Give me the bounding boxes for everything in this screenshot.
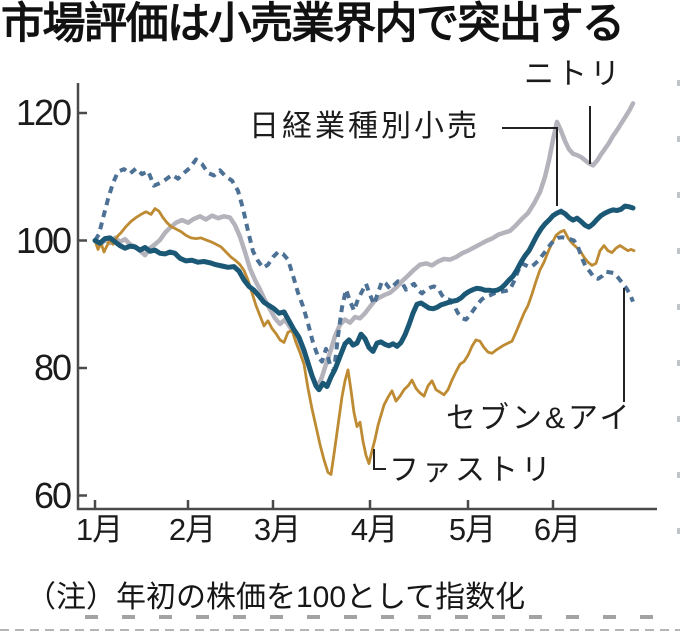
series-label-seven-and-i: セブン&アイ: [446, 402, 633, 435]
x-tick-label: 6月: [533, 512, 581, 547]
series-line: [92, 203, 636, 393]
series-label-nitori: ニトリ: [524, 58, 623, 91]
x-tick-label: 1月: [75, 512, 123, 547]
y-tick-label: 60: [33, 474, 72, 516]
right-dotted-border: [677, 80, 680, 560]
x-tick-label: 2月: [168, 512, 216, 547]
bottom-dashed-border: [0, 629, 680, 631]
footnote: （注）年初の株価を100として指数化: [26, 581, 526, 614]
series-line: [93, 207, 636, 476]
series-line: [92, 101, 636, 389]
annotation-connector-fast-retailing: [373, 449, 386, 470]
cropped-text-artifact: [85, 615, 677, 619]
y-tick-label: 80: [33, 347, 72, 388]
x-tick-label: 5月: [448, 512, 496, 547]
x-tick-label: 3月: [253, 512, 301, 547]
y-tick-label: 120: [16, 92, 72, 133]
series-label-nikkei-retail: 日経業種別小売: [249, 110, 480, 143]
series-label-fast-retailing: ファストリ: [389, 454, 554, 487]
chart-title: 市場評価は小売業界内で突出する: [1, 0, 625, 48]
y-tick-label: 100: [16, 219, 72, 261]
annotation-connector-nikkei-retail: [502, 127, 558, 206]
series-line: [93, 157, 635, 374]
x-tick-label: 4月: [350, 512, 398, 547]
axis-lines: [76, 83, 657, 511]
